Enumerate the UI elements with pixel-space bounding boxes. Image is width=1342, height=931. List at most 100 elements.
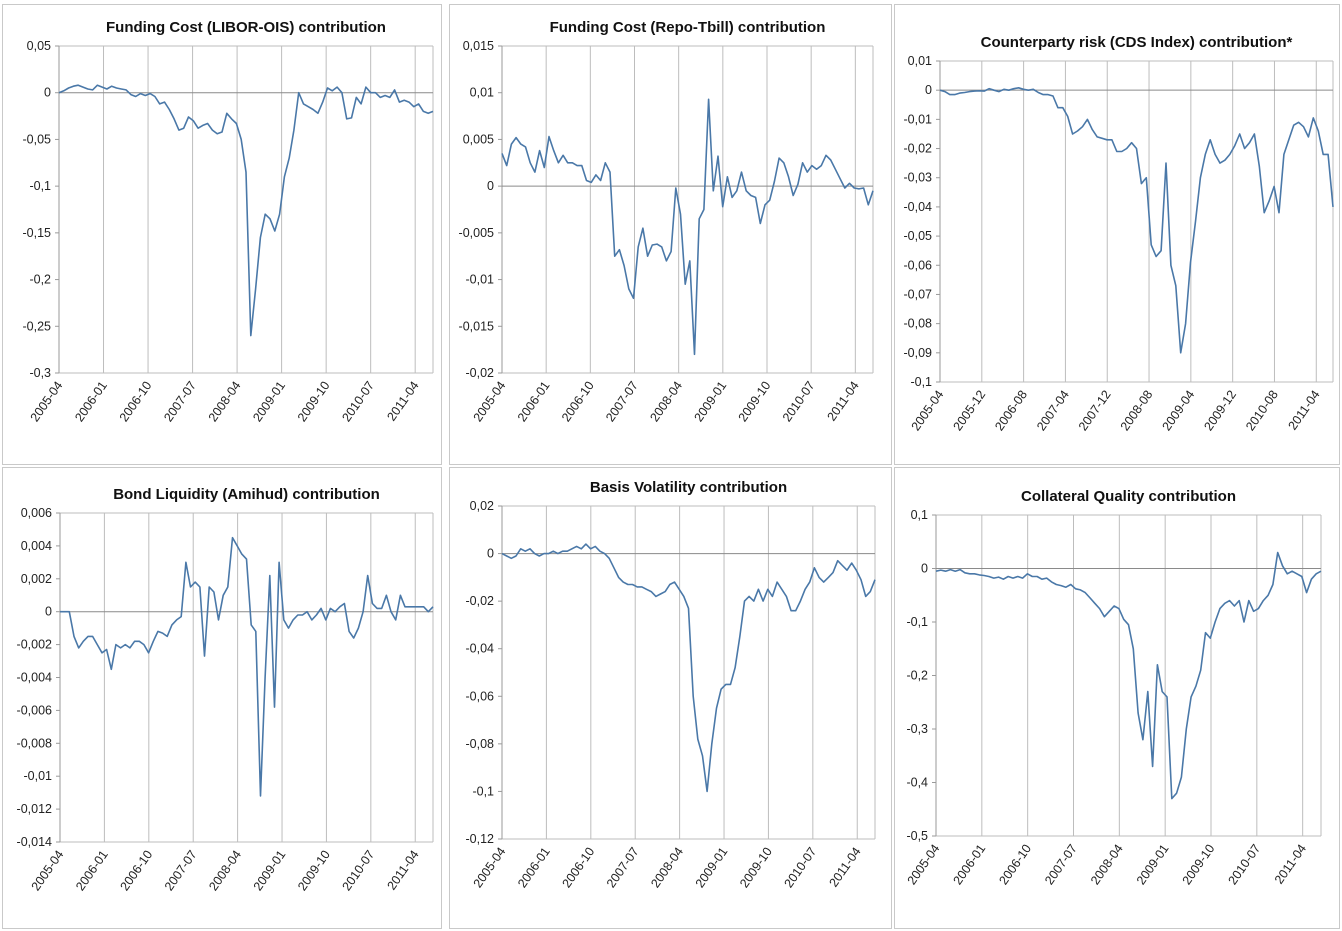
y-tick-label: 0,05 <box>27 39 51 53</box>
x-tick-label: 2011-04 <box>825 379 862 424</box>
y-tick-label: 0 <box>925 83 932 97</box>
y-tick-label: -0,5 <box>906 829 928 843</box>
chart-title: Counterparty risk (CDS Index) contributi… <box>981 34 1293 51</box>
series-line-repo-tbill <box>501 98 874 356</box>
x-tick-label: 2009-01 <box>1134 842 1172 888</box>
y-tick-label: 0 <box>45 605 52 619</box>
x-tick-label: 2009-01 <box>251 848 289 894</box>
y-tick-label: -0,4 <box>906 776 928 790</box>
x-tick-label: 2006-10 <box>559 845 597 891</box>
y-tick-label: 0,004 <box>21 539 52 553</box>
x-tick-label: 2009-04 <box>1160 388 1198 434</box>
chart-svg-bond-liquidity: Bond Liquidity (Amihud) contribution 2005… <box>17 486 434 894</box>
x-tick-label: 2005-04 <box>471 845 509 891</box>
series-line-bond-liquidity <box>60 536 434 797</box>
chart-svg-repo-tbill: Funding Cost (Repo-Tbill) contribution 20… <box>459 19 874 425</box>
x-tick-label: 2006-08 <box>992 388 1030 434</box>
y-tick-label: 0,002 <box>21 572 52 586</box>
x-tick-label: 2008-04 <box>206 379 244 425</box>
y-tick-label: -0,15 <box>23 226 52 240</box>
y-tick-label: 0,006 <box>21 506 52 520</box>
y-tick-label: 0,01 <box>908 54 932 68</box>
y-tick-label: -0,04 <box>904 200 933 214</box>
y-tick-label: -0,03 <box>904 171 933 185</box>
chart-panel-repo-tbill: Funding Cost (Repo-Tbill) contribution 20… <box>449 4 892 465</box>
x-tick-label: 2008-04 <box>1088 842 1126 888</box>
y-tick-label: -0,05 <box>904 229 933 243</box>
y-tick-label: -0,1 <box>910 375 932 389</box>
x-tick-label: 2009-10 <box>736 379 774 425</box>
x-tick-label: 2007-07 <box>162 848 200 894</box>
chart-panel-libor-ois: Funding Cost (LIBOR-OIS) contribution 200… <box>2 4 442 465</box>
chart-panel-cds-index: Counterparty risk (CDS Index) contributi… <box>894 4 1340 465</box>
chart-panel-basis-volatility: Basis Volatility contribution 2005-04 2006… <box>449 467 892 929</box>
y-tick-label: -0,04 <box>466 642 495 656</box>
x-tick-label: 2009-12 <box>1201 388 1239 434</box>
y-tick-label: -0,08 <box>904 317 933 331</box>
x-tick-label: 2007-07 <box>603 379 641 425</box>
x-tick-label: 2007-07 <box>161 379 199 425</box>
series-line-cds-index <box>939 87 1334 354</box>
series-line-basis-volatility <box>501 543 876 793</box>
y-tick-label: -0,02 <box>466 366 495 380</box>
x-tick-label: 2006-01 <box>73 848 111 894</box>
y-tick-label: -0,06 <box>466 689 495 703</box>
y-tick-label: 0,1 <box>911 508 928 522</box>
chart-svg-cds-index: Counterparty risk (CDS Index) contributi… <box>904 34 1334 434</box>
chart-panel-collateral-quality: Collateral Quality contribution 2005-04 20… <box>894 467 1340 929</box>
y-tick-label: -0,08 <box>466 737 495 751</box>
x-tick-label: 2011-04 <box>384 848 421 893</box>
y-tick-label: -0,004 <box>17 671 52 685</box>
x-tick-label: 2010-07 <box>780 379 818 425</box>
x-tick-label: 2009-01 <box>250 379 288 425</box>
x-tick-label: 2010-07 <box>339 379 377 425</box>
y-tick-label: -0,3 <box>29 366 51 380</box>
y-tick-label: -0,06 <box>904 258 933 272</box>
y-tick-label: -0,1 <box>29 179 51 193</box>
x-tick-label: 2011-04 <box>826 845 863 890</box>
x-tick-label: 2005-04 <box>29 848 67 894</box>
x-tick-label: 2005-04 <box>28 379 66 425</box>
y-tick-label: -0,02 <box>904 142 933 156</box>
x-tick-label: 2008-08 <box>1118 388 1156 434</box>
y-tick-label: -0,01 <box>904 112 933 126</box>
y-tick-label: 0,02 <box>470 499 494 513</box>
y-tick-label: 0 <box>921 562 928 576</box>
x-tick-label: 2010-07 <box>782 845 820 891</box>
chart-title: Collateral Quality contribution <box>1021 488 1236 505</box>
chart-panel-bond-liquidity: Bond Liquidity (Amihud) contribution 2005… <box>2 467 442 929</box>
y-tick-label: 0 <box>44 86 51 100</box>
x-tick-label: 2010-07 <box>1226 842 1264 888</box>
y-tick-label: -0,005 <box>459 226 494 240</box>
x-tick-label: 2006-10 <box>117 848 155 894</box>
y-tick-label: -0,012 <box>17 802 52 816</box>
y-tick-label: -0,014 <box>17 835 52 849</box>
y-tick-label: -0,1 <box>906 615 928 629</box>
x-tick-label: 2006-01 <box>72 379 110 425</box>
x-tick-label: 2006-01 <box>515 845 553 891</box>
x-tick-label: 2009-10 <box>1180 842 1218 888</box>
x-tick-label: 2007-12 <box>1076 388 1114 434</box>
y-tick-label: -0,3 <box>906 722 928 736</box>
x-tick-label: 2005-04 <box>909 388 947 434</box>
chart-title: Basis Volatility contribution <box>590 479 787 496</box>
x-tick-label: 2008-04 <box>206 848 244 894</box>
x-tick-label: 2009-01 <box>693 845 731 891</box>
x-tick-label: 2007-07 <box>604 845 642 891</box>
y-tick-label: -0,006 <box>17 703 52 717</box>
x-tick-label: 2005-12 <box>950 388 988 434</box>
x-tick-label: 2010-07 <box>340 848 378 894</box>
chart-svg-libor-ois: Funding Cost (LIBOR-OIS) contribution 200… <box>23 19 434 425</box>
y-tick-label: 0,005 <box>463 132 494 146</box>
x-tick-label: 2011-04 <box>1272 842 1309 887</box>
chart-title: Funding Cost (Repo-Tbill) contribution <box>550 19 826 36</box>
chart-title: Funding Cost (LIBOR-OIS) contribution <box>106 19 386 36</box>
series-line-libor-ois <box>58 84 434 337</box>
x-tick-label: 2009-10 <box>737 845 775 891</box>
x-tick-label: 2009-01 <box>692 379 730 425</box>
x-tick-label: 2007-07 <box>1042 842 1080 888</box>
x-tick-label: 2011-04 <box>1285 388 1322 433</box>
